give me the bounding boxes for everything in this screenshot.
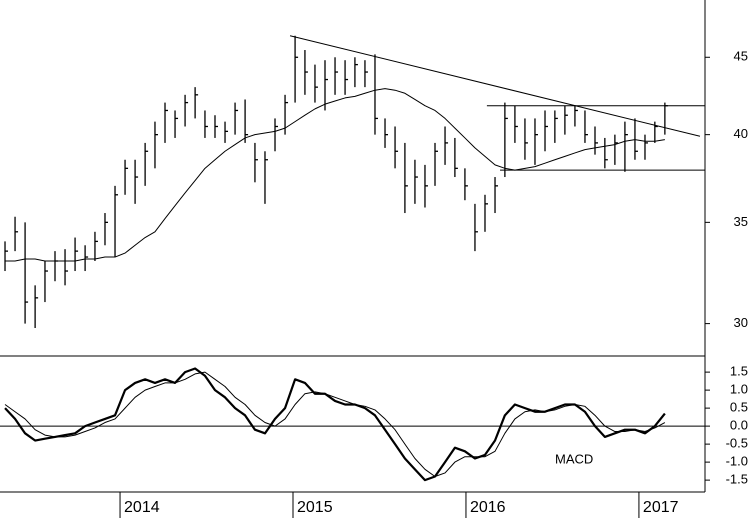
y2-tick-label: -1.5 <box>726 472 748 487</box>
x-tick-label: 2015 <box>297 499 333 516</box>
x-tick-label: 2014 <box>124 499 160 516</box>
y2-tick-label: 0.5 <box>730 400 748 415</box>
y-tick-label: 45 <box>734 49 748 64</box>
moving-average <box>5 88 665 262</box>
indicator-line <box>4 367 666 482</box>
x-tick-label: 2017 <box>643 499 679 516</box>
indicator-line <box>4 371 666 478</box>
y2-tick-label: -0.5 <box>726 436 748 451</box>
y-tick-label: 40 <box>734 126 748 141</box>
y2-tick-label: 0.0 <box>730 418 748 433</box>
y-tick-label: 30 <box>734 315 748 330</box>
y-tick-label: 35 <box>734 214 748 229</box>
y2-tick-label: 1.5 <box>730 364 748 379</box>
y2-tick-label: 1.0 <box>730 382 748 397</box>
indicator-label: MACD <box>555 451 593 466</box>
trend-line <box>289 35 701 137</box>
x-tick-label: 2016 <box>470 499 506 516</box>
y2-tick-label: -1.0 <box>726 454 748 469</box>
